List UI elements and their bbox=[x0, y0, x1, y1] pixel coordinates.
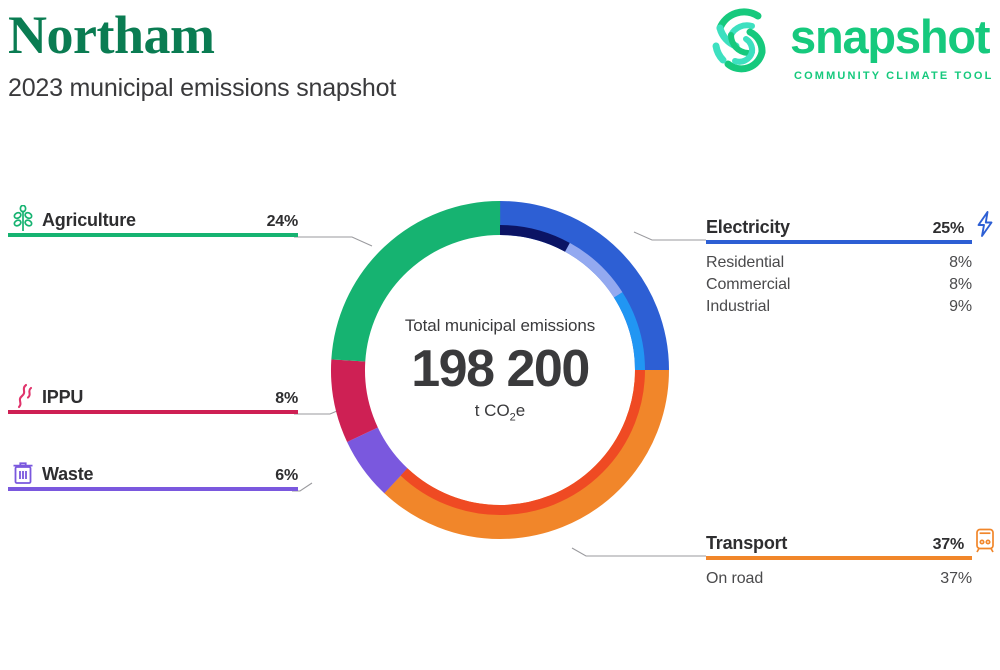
subcategory-list-electricity: Residential 8% Commercial 8% Industrial … bbox=[706, 254, 998, 320]
snapshot-spiral-logo-icon bbox=[712, 8, 766, 73]
category-label: Agriculture bbox=[42, 210, 136, 230]
subcategory-label: Industrial bbox=[706, 298, 770, 315]
category-rule bbox=[8, 487, 298, 491]
donut-center-label: Total municipal emissions bbox=[404, 316, 596, 336]
unit-prefix: t CO bbox=[474, 401, 510, 421]
donut-center-unit: t CO2e bbox=[475, 401, 526, 423]
category-rule bbox=[706, 556, 972, 560]
category-percent: 6% bbox=[275, 467, 298, 484]
donut-sub-industrial bbox=[355, 225, 645, 515]
subcategory-row: Residential 8% bbox=[706, 254, 998, 276]
category-percent: 8% bbox=[275, 390, 298, 407]
leader-line-waste bbox=[292, 482, 313, 492]
category-rule bbox=[8, 410, 298, 414]
subcategory-label: Residential bbox=[706, 254, 785, 271]
subcategory-percent: 9% bbox=[949, 298, 972, 315]
leader-line-electricity bbox=[633, 231, 706, 241]
donut-segment-transport bbox=[331, 201, 669, 539]
subcategory-row: On road 37% bbox=[706, 570, 998, 592]
subcategory-label: On road bbox=[706, 570, 764, 587]
category-percent: 37% bbox=[932, 536, 965, 553]
unit-subscript: 2 bbox=[509, 411, 516, 424]
category-rule bbox=[8, 233, 298, 237]
category-electricity[interactable]: Electricity 25% Residential 8% Commercia… bbox=[706, 210, 998, 320]
subcategory-label: Commercial bbox=[706, 276, 791, 293]
page-title: Northam bbox=[8, 5, 215, 65]
emissions-donut-chart bbox=[331, 201, 669, 539]
category-label: IPPU bbox=[42, 387, 84, 407]
donut-segment-waste bbox=[331, 201, 669, 539]
category-waste[interactable]: Waste 6% bbox=[8, 457, 298, 491]
trash-icon bbox=[13, 462, 33, 484]
donut-sub-residential bbox=[355, 225, 645, 515]
category-percent: 25% bbox=[932, 220, 965, 237]
tram-icon bbox=[976, 528, 994, 553]
wheat-icon bbox=[13, 205, 33, 231]
donut-center-value: 198 200 bbox=[411, 340, 590, 399]
subcategory-row: Industrial 9% bbox=[706, 298, 998, 320]
subcategory-percent: 37% bbox=[940, 570, 972, 587]
logo-tagline: COMMUNITY CLIMATE TOOL bbox=[794, 70, 994, 82]
category-rule bbox=[706, 240, 972, 244]
subcategory-percent: 8% bbox=[949, 254, 972, 271]
category-ippu[interactable]: IPPU 8% bbox=[8, 380, 298, 414]
leader-line-agriculture bbox=[294, 236, 373, 247]
unit-suffix: e bbox=[515, 401, 526, 421]
category-label: Electricity bbox=[706, 217, 790, 237]
leader-line-transport bbox=[571, 547, 706, 557]
snapshot-logo: snapshot COMMUNITY CLIMATE TOOL bbox=[706, 4, 998, 88]
donut-sub-onroad bbox=[355, 225, 645, 515]
subcategory-list-transport: On road 37% bbox=[706, 570, 998, 592]
category-transport[interactable]: Transport 37% On road 37% bbox=[706, 526, 998, 592]
subcategory-row: Commercial 8% bbox=[706, 276, 998, 298]
category-agriculture[interactable]: Agriculture 24% bbox=[8, 203, 299, 237]
subcategory-percent: 8% bbox=[949, 276, 972, 293]
category-percent: 24% bbox=[266, 213, 299, 230]
donut-segment-agriculture bbox=[331, 201, 669, 539]
page-subtitle: 2023 municipal emissions snapshot bbox=[8, 74, 397, 102]
lightning-bolt-icon bbox=[977, 211, 993, 237]
category-label: Waste bbox=[42, 464, 94, 484]
donut-center-summary: Total municipal emissions 198 200 t CO2e bbox=[320, 190, 680, 550]
logo-wordmark: snapshot bbox=[790, 10, 991, 63]
smoke-icon bbox=[17, 383, 33, 409]
category-label: Transport bbox=[706, 533, 788, 553]
donut-segment-ippu bbox=[331, 201, 669, 539]
